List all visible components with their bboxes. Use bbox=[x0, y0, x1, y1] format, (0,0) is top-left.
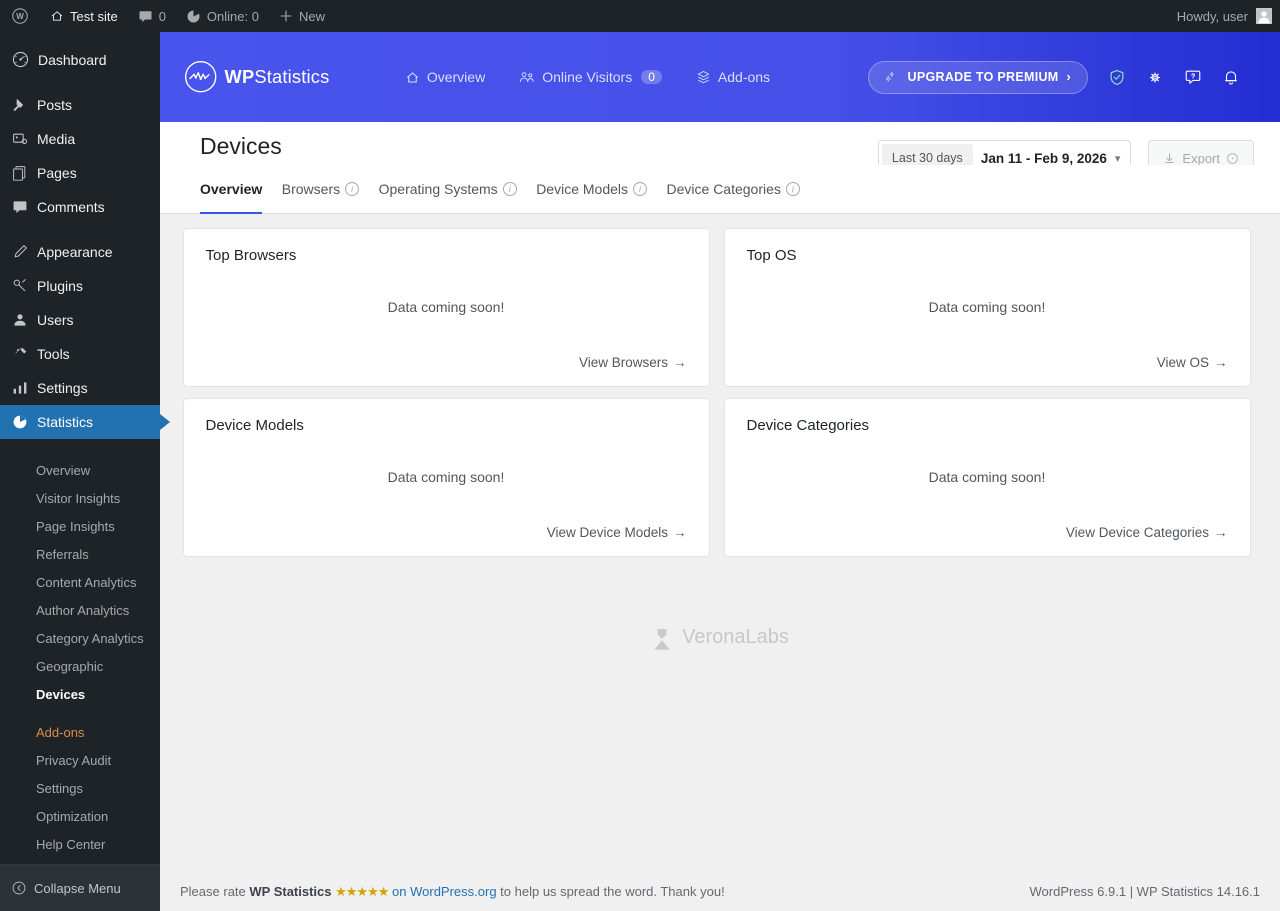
svg-text:W: W bbox=[16, 12, 24, 21]
